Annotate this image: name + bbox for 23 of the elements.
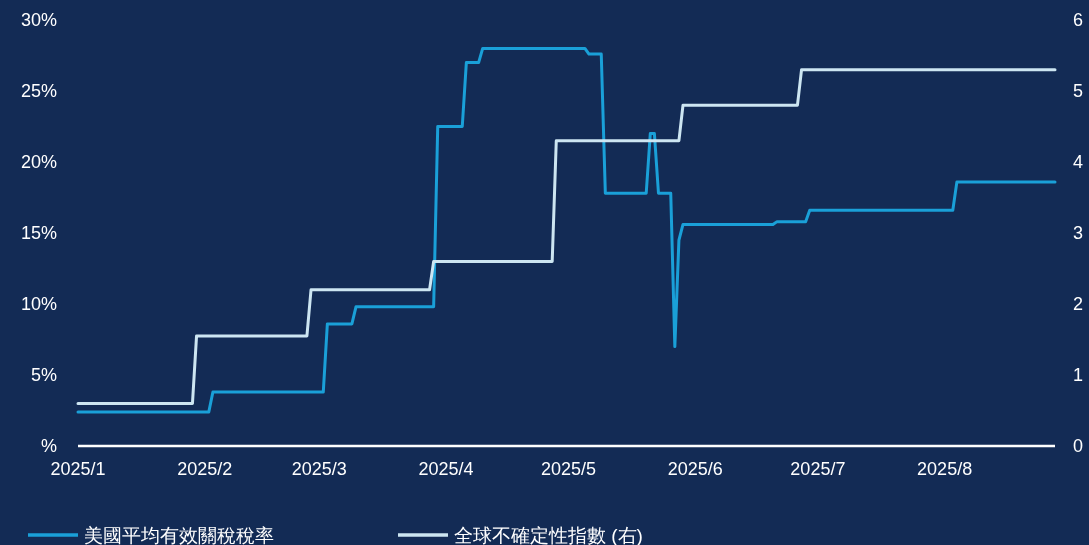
y2-tick-label: 1: [1073, 365, 1084, 385]
y-tick-label: 5%: [30, 365, 57, 385]
y2-tick-label: 2: [1073, 294, 1084, 314]
y2-tick-label: 5: [1073, 81, 1084, 101]
x-tick-label: 2025/4: [418, 459, 474, 479]
y-tick-label: 15%: [20, 223, 57, 243]
y2-tick-label: 3: [1073, 223, 1084, 243]
y2-tick-label: 4: [1073, 152, 1084, 172]
x-tick-label: 2025/3: [291, 459, 347, 479]
y-tick-label: 25%: [20, 81, 57, 101]
y-tick-label: %: [40, 436, 57, 456]
y-tick-label: 10%: [20, 294, 57, 314]
y2-tick-label: 6: [1073, 10, 1084, 30]
x-tick-label: 2025/8: [917, 459, 973, 479]
x-tick-label: 2025/2: [177, 459, 233, 479]
x-tick-label: 2025/1: [50, 459, 106, 479]
y2-tick-label: 0: [1073, 436, 1084, 456]
x-tick-label: 2025/7: [790, 459, 846, 479]
x-tick-label: 2025/5: [541, 459, 597, 479]
legend-label: 美國平均有效關稅稅率: [84, 525, 274, 545]
y-tick-label: 30%: [20, 10, 57, 30]
x-tick-label: 2025/6: [667, 459, 723, 479]
y-tick-label: 20%: [20, 152, 57, 172]
